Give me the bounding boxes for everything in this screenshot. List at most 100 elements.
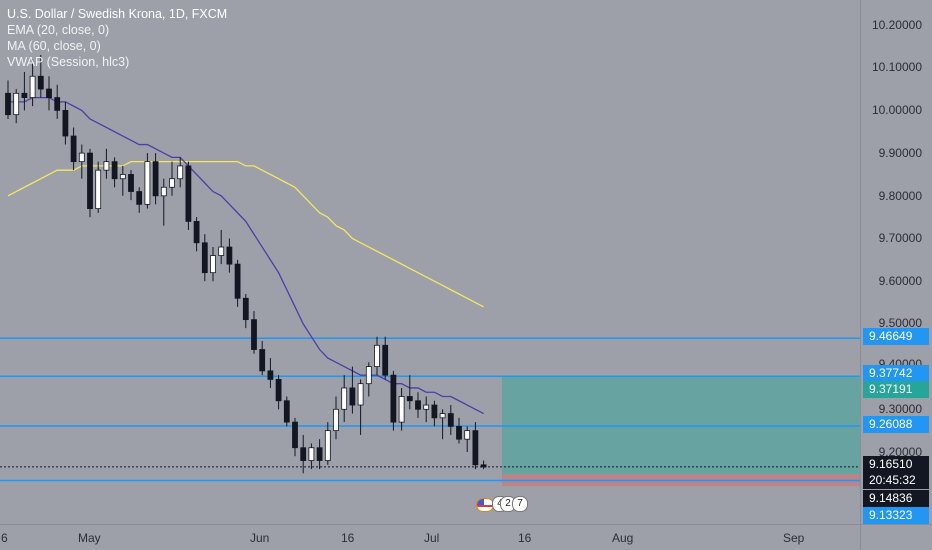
candle-body — [13, 92, 20, 116]
time-label: 16 — [341, 531, 355, 545]
price-tick: 9.50000 — [878, 316, 922, 330]
time-label: 6 — [1, 531, 8, 545]
chart-legend: U.S. Dollar / Swedish Krona, 1D, FXCM EM… — [7, 6, 227, 70]
candle-body — [283, 400, 290, 423]
candle-body — [431, 404, 438, 419]
candle-body — [29, 75, 36, 98]
candle-body — [111, 161, 118, 180]
candle-body — [242, 297, 249, 321]
candle-body — [357, 383, 364, 406]
symbol-title[interactable]: U.S. Dollar / Swedish Krona, 1D, FXCM — [7, 7, 228, 21]
candle-body — [456, 425, 462, 440]
candle-body — [78, 152, 85, 163]
time-label: Aug — [612, 531, 634, 545]
vwap-legend[interactable]: VWAP (Session, hlc3) — [7, 55, 130, 69]
candle-body — [464, 430, 471, 440]
flag-icon[interactable] — [476, 498, 494, 512]
candle-body — [128, 174, 134, 192]
candle-body — [103, 161, 110, 171]
candle-body — [390, 374, 397, 423]
candle-body — [177, 165, 184, 180]
candle-body — [70, 135, 77, 163]
candle-body — [226, 246, 233, 265]
event-markers[interactable]: 4 2 7 — [474, 494, 528, 516]
ma-line — [7, 160, 484, 308]
candle-body — [54, 97, 61, 111]
ema-legend[interactable]: EMA (20, close, 0) — [7, 23, 110, 37]
price-tick: 9.20000 — [878, 445, 922, 459]
candle-body — [210, 255, 216, 274]
candle-body — [406, 396, 413, 402]
profit-zone — [502, 376, 860, 475]
time-label: Sep — [783, 531, 805, 545]
price-tick: 9.70000 — [878, 231, 922, 245]
candle-body — [62, 110, 69, 137]
price-chart[interactable] — [0, 0, 860, 524]
candle-body — [292, 421, 298, 449]
ma-legend[interactable]: MA (60, close, 0) — [7, 39, 101, 53]
candle-body — [169, 178, 175, 188]
candle-body — [144, 161, 151, 205]
candle-body — [37, 75, 44, 90]
candle-body — [333, 408, 339, 432]
candle-body — [480, 464, 487, 468]
axis-corner — [860, 524, 932, 550]
candle-body — [316, 447, 323, 461]
candle-body — [415, 400, 421, 410]
candle-body — [193, 221, 200, 244]
candle-body — [218, 246, 225, 256]
candle-body — [267, 370, 274, 380]
level-badge-9-26088[interactable]: 9.26088 — [863, 416, 929, 433]
level-badge-9-13323[interactable]: 9.13323 — [863, 507, 929, 524]
candle-body — [259, 349, 266, 372]
candle-body — [423, 404, 430, 410]
time-label: Jun — [250, 531, 270, 545]
candle-body — [136, 191, 143, 205]
candle-body — [398, 396, 405, 423]
candle-body — [234, 263, 241, 299]
candle-body — [341, 387, 348, 410]
countdown-badge: 20:45:32 — [863, 472, 929, 489]
time-label: Jul — [424, 531, 440, 545]
candle-body — [201, 242, 208, 274]
price-tick: 9.90000 — [878, 146, 922, 160]
price-tick: 9.80000 — [878, 189, 922, 203]
level-badge-9-37742[interactable]: 9.37742 — [863, 365, 929, 382]
candle-body — [95, 169, 102, 210]
price-tick: 10.20000 — [871, 18, 922, 32]
chart-area[interactable]: U.S. Dollar / Swedish Krona, 1D, FXCM EM… — [0, 0, 860, 524]
entry-badge[interactable]: 9.14836 — [863, 490, 929, 507]
price-tick: 10.10000 — [871, 60, 922, 74]
candle-body — [251, 319, 257, 350]
candle-body — [308, 447, 315, 461]
candle-body — [87, 152, 93, 210]
price-tick: 9.60000 — [878, 274, 922, 288]
candle-body — [365, 366, 372, 385]
candle-body — [447, 413, 454, 427]
candle-body — [374, 344, 380, 368]
target-badge[interactable]: 9.37191 — [863, 381, 929, 398]
candle-body — [300, 447, 307, 461]
candle-body — [152, 161, 159, 197]
price-tick: 9.30000 — [878, 402, 922, 416]
candle-body — [382, 344, 389, 376]
price-tick: 10.00000 — [871, 103, 922, 117]
candle-body — [472, 430, 479, 466]
ema-line — [8, 96, 484, 415]
time-label: 16 — [518, 531, 532, 545]
candle-body — [119, 174, 126, 180]
event-badge-7[interactable]: 7 — [512, 496, 528, 512]
level-badge-9-46649[interactable]: 9.46649 — [863, 328, 929, 345]
candle-body — [275, 379, 282, 402]
last-price-badge[interactable]: 9.16510 — [863, 456, 929, 473]
candle-body — [185, 165, 192, 222]
price-axis[interactable]: 10.20000 10.10000 10.00000 9.90000 9.800… — [860, 0, 932, 524]
candle-body — [349, 387, 356, 406]
time-label: May — [78, 531, 101, 545]
candle-body — [324, 430, 331, 461]
candle-body — [46, 88, 52, 98]
candle-body — [160, 186, 167, 197]
time-axis[interactable]: 6 May Jun 16 Jul 16 Aug Sep — [0, 524, 860, 550]
candle-body — [5, 92, 11, 116]
candle-body — [439, 413, 446, 419]
